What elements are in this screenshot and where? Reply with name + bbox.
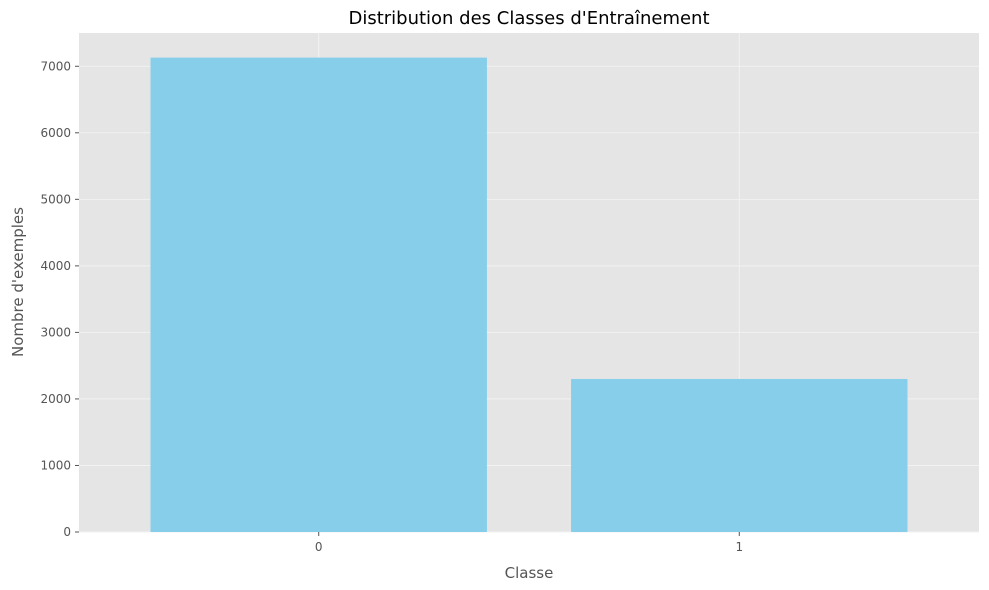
- y-tick-label: 3000: [40, 325, 71, 339]
- y-tick-label: 7000: [40, 59, 71, 73]
- y-tick-label: 1000: [40, 458, 71, 472]
- y-tick-label: 5000: [40, 192, 71, 206]
- chart-title: Distribution des Classes d'Entraînement: [348, 8, 709, 29]
- x-tick-label: 1: [735, 540, 743, 554]
- y-tick-label: 2000: [40, 392, 71, 406]
- bars-layer: [150, 57, 908, 532]
- bar-1: [571, 378, 908, 532]
- y-tick-label: 6000: [40, 126, 71, 140]
- y-tick-label: 0: [63, 525, 71, 539]
- bar-0: [150, 57, 487, 532]
- y-tick-labels: 0 1000 2000 3000 4000 5000 6000 7000: [40, 59, 79, 539]
- y-tick-label: 4000: [40, 259, 71, 273]
- y-axis-label: Nombre d'exemples: [9, 207, 27, 357]
- x-tick-label: 0: [315, 540, 323, 554]
- x-axis-label: Classe: [505, 564, 554, 582]
